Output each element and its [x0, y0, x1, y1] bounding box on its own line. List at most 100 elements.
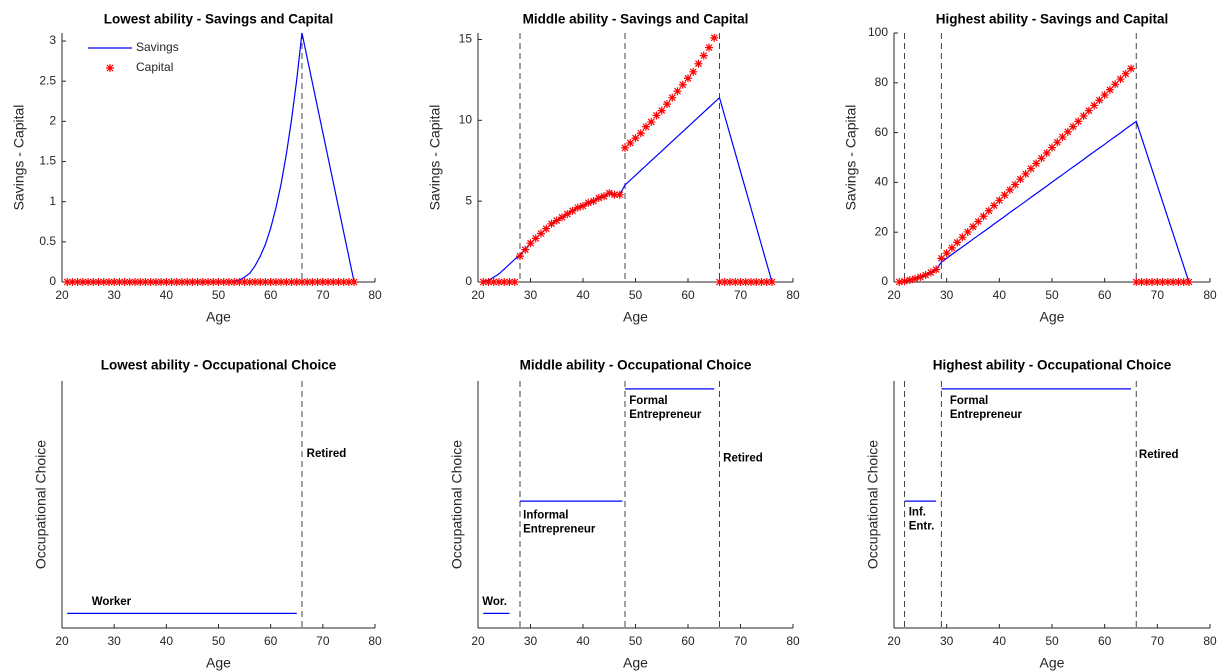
- x-tick-label: 20: [55, 288, 69, 302]
- capital-point: [563, 210, 572, 219]
- y-tick-label: 40: [875, 175, 889, 189]
- capital-point: [932, 265, 941, 274]
- capital-point: [531, 234, 540, 243]
- x-tick-label: 80: [1203, 634, 1217, 648]
- capital-point: [768, 278, 776, 286]
- capital-point: [689, 67, 698, 76]
- capital-point: [916, 273, 925, 282]
- capital-point: [1079, 111, 1088, 120]
- y-tick-label: 5: [465, 193, 472, 207]
- capital-point: [1037, 154, 1046, 163]
- x-tick-label: 80: [1203, 288, 1217, 302]
- capital-point: [963, 227, 972, 236]
- y-axis-label: Occupational Choice: [865, 440, 881, 569]
- capital-point: [266, 278, 275, 286]
- y-tick-label: 1: [49, 194, 56, 208]
- capital-point: [104, 278, 113, 286]
- capital-point: [911, 274, 920, 283]
- capital-point: [1069, 122, 1078, 131]
- capital-point: [167, 278, 176, 286]
- capital-point: [573, 203, 582, 212]
- capital-point: [684, 74, 692, 83]
- panel: Highest ability - Occupational Choice Age…: [865, 358, 1217, 671]
- capital-point: [1158, 278, 1167, 286]
- savings-line: [483, 96, 773, 283]
- capital-point: [926, 268, 935, 277]
- capital-point: [292, 278, 301, 286]
- x-tick-label: 40: [160, 634, 174, 648]
- capital-point: [110, 278, 119, 286]
- y-axis-label: Occupational Choice: [33, 440, 49, 569]
- y-axis-label: Occupational Choice: [449, 440, 465, 569]
- x-tick-label: 80: [786, 634, 800, 648]
- capital-point: [1174, 278, 1183, 286]
- capital-point: [1132, 278, 1141, 286]
- capital-point: [329, 278, 338, 286]
- capital-point: [594, 193, 603, 202]
- capital-point: [579, 202, 587, 211]
- capital-point: [1095, 96, 1104, 105]
- capital-point: [1111, 80, 1120, 89]
- capital-point: [89, 278, 98, 286]
- capital-point: [251, 278, 260, 286]
- y-tick-label: 0.5: [39, 234, 56, 248]
- panel: Middle ability - Savings and Capital Age S…: [427, 12, 800, 325]
- x-tick-label: 50: [212, 634, 226, 648]
- capital-point: [699, 51, 708, 60]
- annotation: Retired: [723, 452, 763, 464]
- x-tick-label: 60: [264, 288, 278, 302]
- capital-point: [261, 278, 270, 286]
- capital-point: [526, 239, 535, 248]
- capital-point: [230, 278, 239, 286]
- capital-point: [120, 278, 129, 286]
- capital-point: [726, 278, 734, 286]
- capital-point: [94, 278, 103, 286]
- x-tick-label: 20: [471, 288, 485, 302]
- capital-point: [172, 278, 181, 286]
- x-tick-label: 20: [887, 288, 901, 302]
- capital-point: [921, 271, 930, 280]
- x-tick-label: 30: [524, 634, 538, 648]
- capital-point: [1084, 106, 1093, 115]
- capital-point: [313, 278, 322, 286]
- capital-point: [1148, 278, 1157, 286]
- capital-point: [297, 278, 306, 286]
- annotation: Retired: [307, 448, 347, 460]
- panel: Lowest ability - Savings and Capital Age S…: [11, 12, 382, 325]
- annotation-line: Retired: [1139, 449, 1179, 461]
- capital-point: [1121, 69, 1130, 78]
- capital-point: [1053, 138, 1062, 147]
- x-tick-label: 30: [524, 288, 538, 302]
- capital-point: [673, 87, 682, 96]
- capital-point: [183, 278, 192, 286]
- y-tick-label: 80: [875, 75, 889, 89]
- capital-point: [115, 278, 124, 286]
- annotation-line: Retired: [307, 448, 347, 460]
- x-tick-label: 40: [993, 634, 1007, 648]
- capital-point: [710, 33, 719, 42]
- capital-point: [1000, 191, 1009, 200]
- capital-point: [68, 278, 77, 286]
- y-tick-label: 1.5: [39, 154, 56, 168]
- capital-point: [568, 206, 577, 215]
- capital-point: [151, 278, 160, 286]
- chart-title: Lowest ability - Savings and Capital: [104, 12, 334, 27]
- x-tick-label: 50: [1045, 634, 1059, 648]
- capital-point: [339, 278, 348, 286]
- capital-point: [198, 278, 207, 286]
- capital-point: [256, 278, 265, 286]
- capital-point: [287, 278, 296, 286]
- x-tick-label: 30: [107, 634, 121, 648]
- capital-point: [1026, 164, 1035, 173]
- capital-point: [73, 278, 82, 286]
- capital-point: [974, 217, 983, 226]
- x-tick-label: 70: [734, 634, 748, 648]
- capital-point: [1184, 278, 1193, 286]
- capital-point: [308, 278, 317, 286]
- capital-point: [953, 238, 962, 247]
- annotation-line: Formal: [950, 395, 988, 407]
- capital-point: [188, 278, 197, 286]
- capital-point: [324, 278, 333, 286]
- capital-point: [1142, 278, 1151, 286]
- savings-line: [899, 120, 1190, 283]
